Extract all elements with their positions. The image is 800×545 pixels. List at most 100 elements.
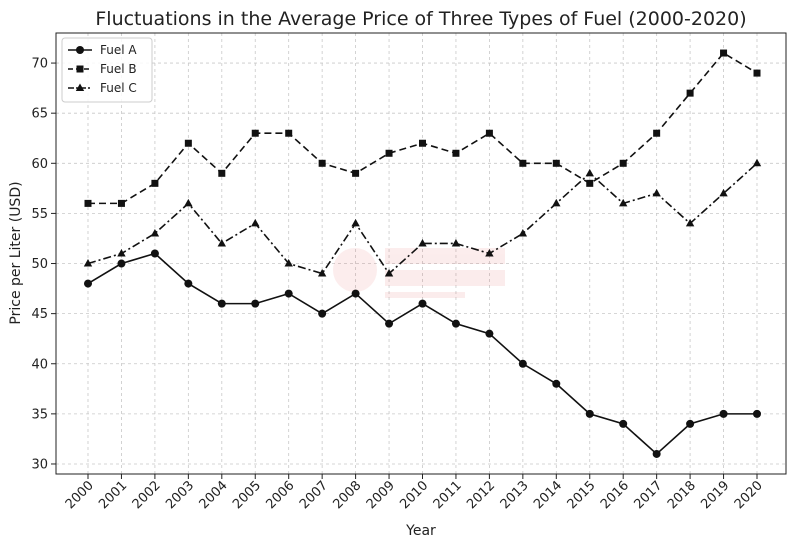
data-point-fuel-a: [217, 299, 226, 308]
data-point-fuel-b: [619, 159, 627, 167]
data-point-fuel-b: [653, 129, 661, 137]
data-point-fuel-b: [686, 89, 694, 97]
data-point-fuel-a: [686, 419, 695, 428]
x-tick-label: 2007: [297, 478, 331, 512]
x-tick-label: 2010: [397, 478, 431, 512]
legend-label-fuel-b: Fuel B: [100, 62, 137, 76]
legend-label-fuel-a: Fuel A: [100, 43, 137, 57]
y-tick-label: 55: [31, 207, 48, 222]
legend-item-fuel-c: Fuel C: [68, 81, 137, 95]
data-point-fuel-a: [418, 299, 427, 308]
data-point-fuel-a: [451, 319, 460, 328]
data-point-fuel-b: [285, 129, 293, 137]
data-point-fuel-b: [452, 149, 460, 157]
data-point-fuel-c: [619, 198, 628, 207]
x-axis-label: Year: [405, 523, 436, 539]
series-fuel-c: [83, 158, 762, 277]
y-tick-label: 45: [31, 307, 48, 322]
data-point-fuel-a: [117, 259, 126, 268]
data-point-fuel-c: [752, 158, 762, 167]
x-tick-label: 2018: [665, 478, 699, 512]
data-point-fuel-a: [753, 409, 761, 418]
data-point-fuel-a: [585, 409, 594, 418]
data-point-fuel-b: [519, 159, 527, 167]
data-point-fuel-b: [753, 69, 761, 77]
data-point-fuel-a: [318, 309, 327, 318]
data-point-fuel-c: [184, 198, 193, 207]
x-tick-label: 2014: [531, 478, 565, 512]
legend-marker-fuel-b: [76, 65, 84, 73]
data-point-fuel-c: [685, 218, 695, 227]
data-point-fuel-a: [184, 279, 193, 288]
data-point-fuel-c: [217, 238, 226, 247]
legend: Fuel A Fuel B Fuel C: [61, 37, 153, 103]
grid: [56, 33, 786, 474]
series-layer: [83, 49, 762, 458]
x-tick-label: 2013: [498, 478, 532, 512]
y-tick-label: 70: [31, 57, 48, 72]
x-tick-label: 2017: [631, 478, 665, 512]
data-point-fuel-b: [151, 179, 159, 187]
x-tick-label: 2011: [431, 478, 465, 512]
data-point-fuel-b: [720, 49, 728, 57]
data-point-fuel-c: [585, 168, 594, 177]
watermark-logo: [333, 248, 505, 298]
data-point-fuel-a: [150, 249, 159, 258]
data-point-fuel-c: [418, 238, 427, 247]
x-tick-label: 2009: [364, 478, 398, 512]
data-point-fuel-a: [251, 299, 260, 308]
data-point-fuel-c: [652, 188, 661, 197]
x-tick-label: 2016: [598, 478, 632, 512]
legend-box: [61, 37, 153, 103]
data-point-fuel-c: [719, 188, 728, 197]
plot-frame: [55, 32, 787, 475]
y-tick-label: 65: [31, 107, 48, 122]
data-point-fuel-a: [619, 419, 628, 428]
legend-item-fuel-b: Fuel B: [68, 62, 137, 76]
x-tick-label: 2001: [96, 478, 130, 512]
data-point-fuel-a: [284, 289, 293, 298]
data-point-fuel-c: [384, 269, 394, 277]
data-point-fuel-a: [719, 409, 728, 418]
data-point-fuel-a: [351, 289, 360, 298]
data-point-fuel-b: [184, 139, 192, 147]
x-tick-label: 2000: [63, 478, 97, 512]
data-point-fuel-c: [150, 228, 160, 237]
series-fuel-b: [84, 49, 761, 207]
y-tick-label: 40: [31, 357, 48, 372]
x-tick-label: 2008: [330, 478, 364, 512]
y-tick-label: 30: [31, 457, 48, 472]
x-tick-label: 2005: [230, 478, 264, 512]
series-fuel-a: [84, 249, 761, 458]
legend-marker-fuel-a: [76, 46, 84, 54]
data-point-fuel-b: [251, 129, 259, 137]
x-tick-label: 2019: [698, 478, 732, 512]
data-point-fuel-c: [317, 269, 327, 277]
y-tick-label: 35: [31, 407, 48, 422]
data-point-fuel-a: [652, 449, 661, 458]
data-point-fuel-c: [518, 228, 528, 237]
data-point-fuel-a: [518, 359, 527, 368]
data-point-fuel-b: [485, 129, 493, 137]
data-point-fuel-c: [251, 218, 260, 227]
data-point-fuel-b: [117, 199, 125, 207]
x-tick-label: 2012: [464, 478, 498, 512]
y-tick-label: 60: [31, 157, 48, 172]
data-point-fuel-b: [352, 169, 360, 177]
x-tick-label: 2003: [163, 478, 197, 512]
y-axis-label: Price per Liter (USD): [8, 181, 24, 324]
legend-item-fuel-a: Fuel A: [68, 43, 137, 57]
data-point-fuel-b: [552, 159, 560, 167]
legend-marker-fuel-c: [75, 83, 85, 91]
data-point-fuel-b: [318, 159, 326, 167]
data-point-fuel-c: [485, 249, 494, 257]
data-point-fuel-b: [586, 179, 594, 187]
data-point-fuel-a: [385, 319, 394, 328]
x-tick-label: 2020: [732, 478, 766, 512]
x-tick-label: 2006: [264, 478, 298, 512]
data-point-fuel-b: [385, 149, 393, 157]
data-point-fuel-b: [218, 169, 226, 177]
data-point-fuel-c: [552, 198, 561, 207]
x-tick-label: 2004: [197, 478, 231, 512]
